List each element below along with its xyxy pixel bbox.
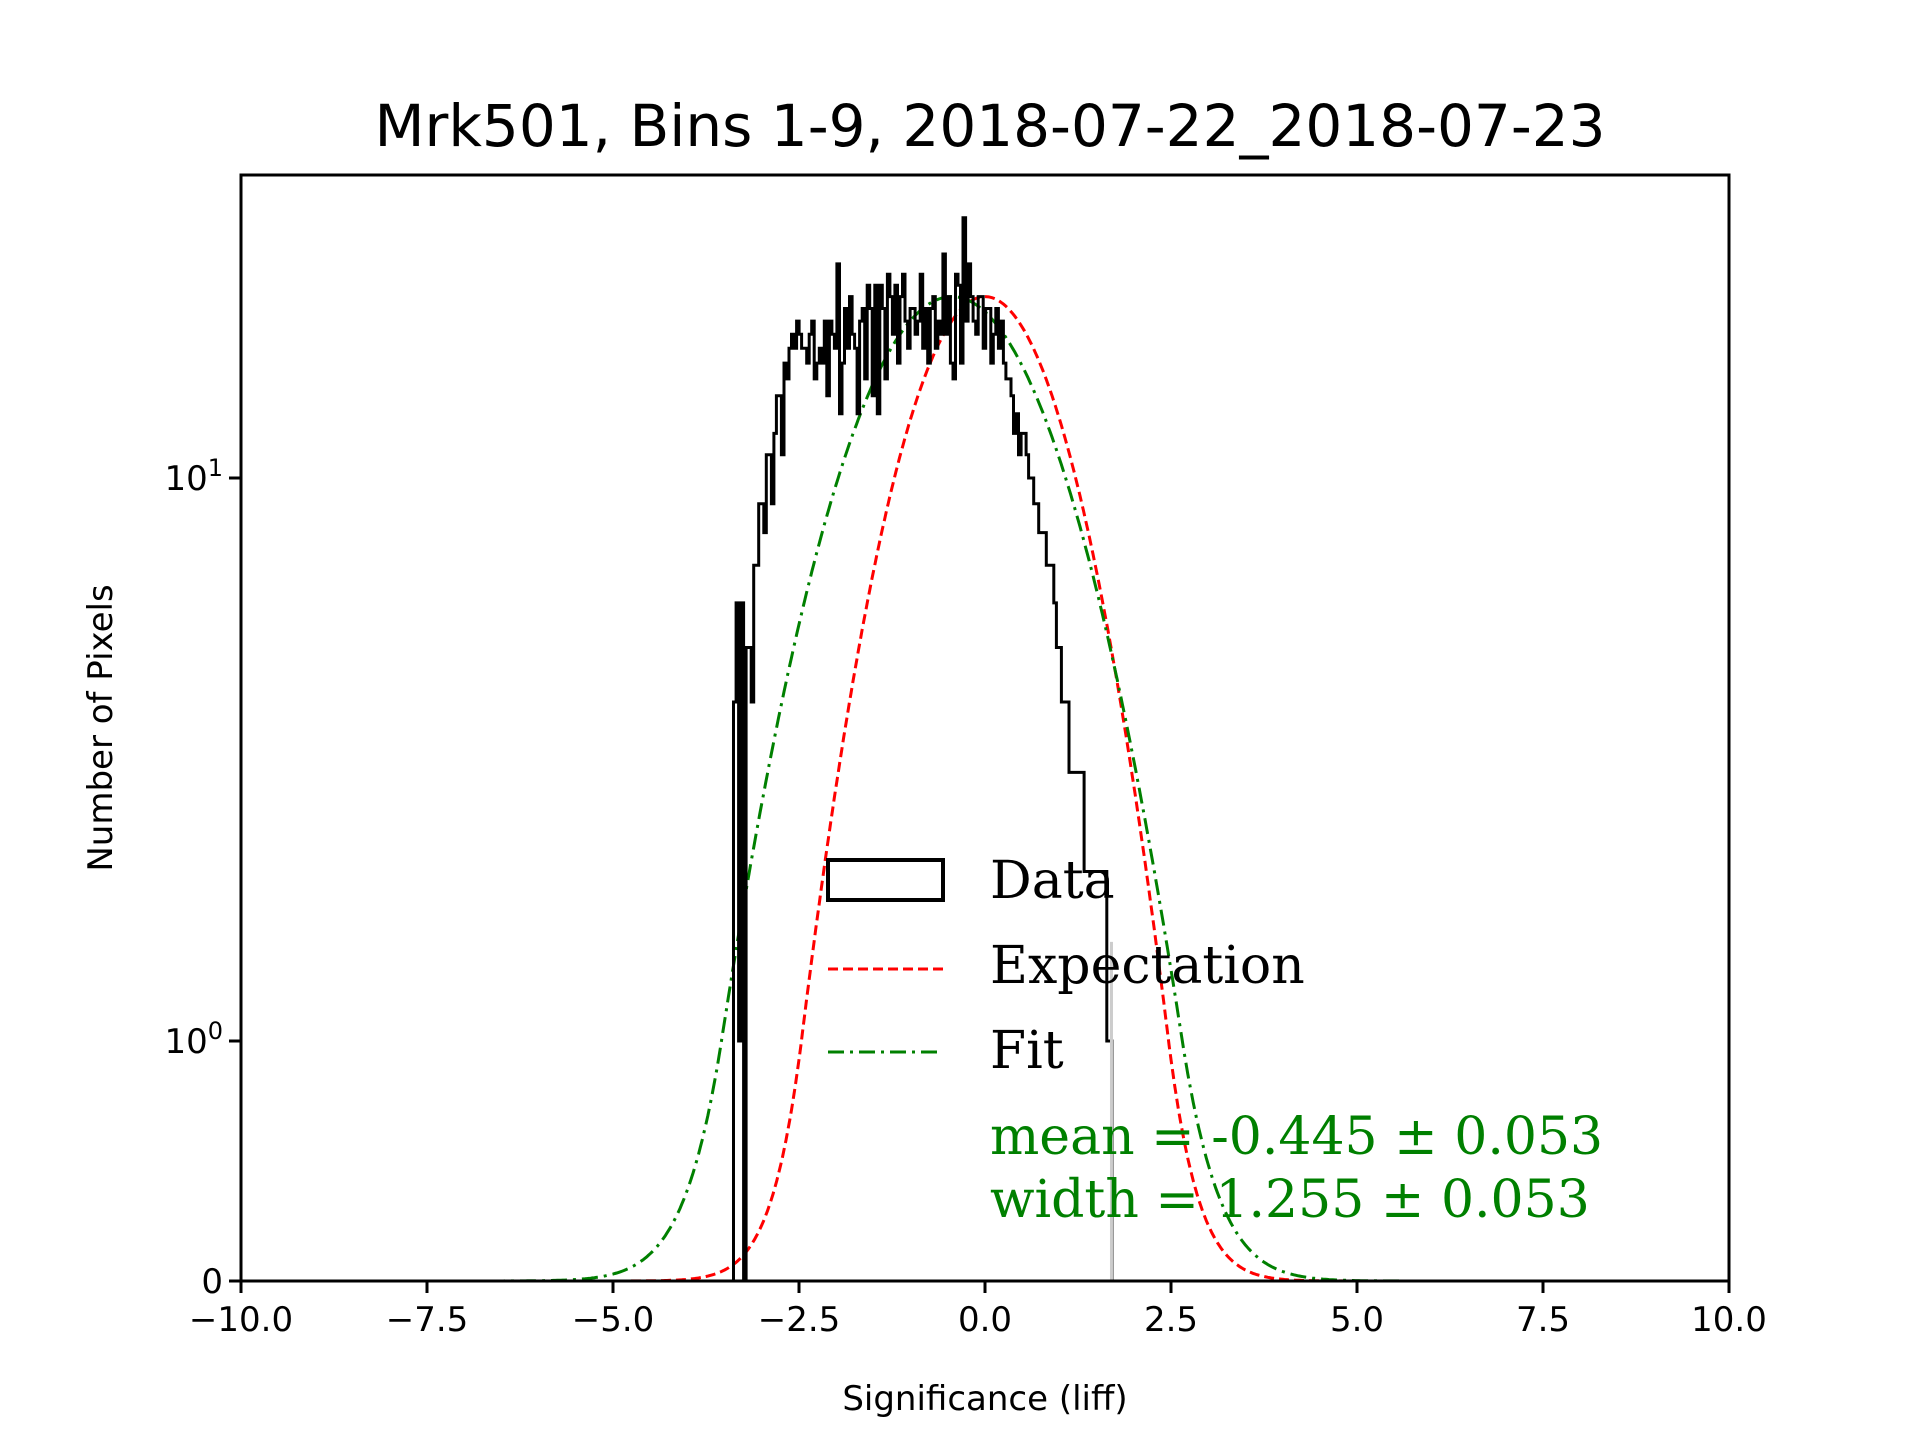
legend-entry-expectation: Expectation [828, 936, 1305, 996]
legend-label-fit: Fit [990, 1021, 1064, 1081]
legend-swatch-data [826, 858, 945, 902]
histogram-step [732, 216, 1114, 1283]
chart-title: Mrk501, Bins 1-9, 2018-07-22_2018-07-23 [374, 92, 1605, 160]
legend: Data Expectation Fit [826, 851, 1305, 1081]
y-tick-label: 100 [164, 1017, 223, 1062]
x-tick-label: −5.0 [572, 1300, 655, 1340]
legend-entry-data: Data [826, 851, 1115, 911]
annotation-mean: mean = -0.445 ± 0.053 [990, 1107, 1603, 1167]
x-tick-label: 5.0 [1330, 1300, 1384, 1340]
x-axis-ticks: −10.0 −7.5 −5.0 −2.5 0.0 2.5 5.0 7.5 10.0 [189, 1281, 1767, 1340]
x-tick-label: 2.5 [1144, 1300, 1198, 1340]
x-tick-label: 7.5 [1516, 1300, 1570, 1340]
x-tick-label: −2.5 [758, 1300, 841, 1340]
histogram-layer [732, 216, 1114, 1283]
y-tick-label: 101 [164, 454, 223, 499]
y-axis-ticks: 0 100 101 [164, 454, 241, 1302]
x-tick-label: 10.0 [1691, 1300, 1767, 1340]
y-tick-label: 0 [201, 1262, 223, 1302]
x-tick-label: −7.5 [386, 1300, 469, 1340]
x-tick-label: 0.0 [958, 1300, 1012, 1340]
x-tick-label: −10.0 [189, 1300, 293, 1340]
y-axis-label: Number of Pixels [81, 584, 121, 871]
legend-entry-fit: Fit [828, 1021, 1064, 1081]
legend-label-data: Data [990, 851, 1115, 911]
legend-label-expectation: Expectation [990, 936, 1305, 996]
annotation-width: width = 1.255 ± 0.053 [990, 1170, 1590, 1230]
x-axis-label: Significance (liff) [842, 1379, 1127, 1419]
